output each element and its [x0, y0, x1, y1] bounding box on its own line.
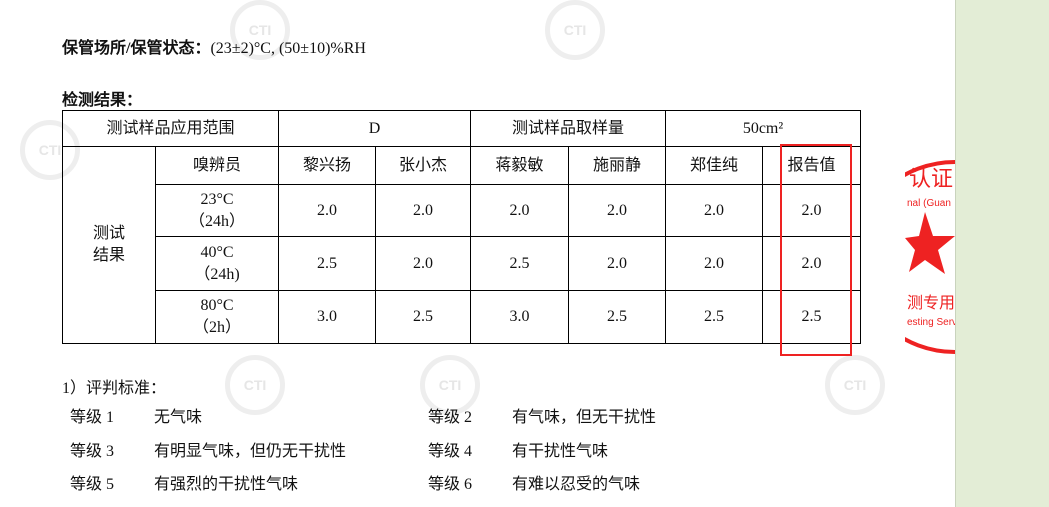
column-header: 蒋毅敏: [470, 146, 569, 185]
header-cell: 测试样品应用范围: [62, 110, 279, 147]
condition-cell: 23°C （24h）: [155, 184, 279, 237]
value-cell: 2.5: [470, 236, 569, 291]
storage-line: 保管场所/保管状态：(23±2)°C, (50±10)%RH: [62, 34, 366, 58]
watermark-logo: CTI: [225, 355, 285, 415]
grade-desc: 有难以忍受的气味: [512, 476, 641, 493]
grade-level: 等级 4: [428, 443, 473, 460]
value-cell: 2.5: [665, 290, 763, 344]
value-cell: 2.0: [375, 236, 471, 291]
value-cell: 2.0: [278, 184, 376, 237]
storage-label: 保管场所/保管状态：: [62, 40, 211, 57]
storage-value: (23±2)°C, (50±10)%RH: [210, 40, 366, 57]
column-header-row: 测试结果 嗅辨员 黎兴扬 张小杰 蒋毅敏 施丽静 郑佳纯 报告值: [62, 146, 861, 344]
report-value-cell: 2.5: [762, 290, 861, 344]
header-cell: D: [278, 110, 471, 147]
grade-desc: 有干扰性气味: [512, 443, 609, 460]
value-cell: 2.0: [568, 236, 666, 291]
condition-cell: 40°C （24h): [155, 236, 279, 291]
grade-desc: 有强烈的干扰性气味: [154, 476, 299, 493]
table-row: 40°C （24h) 2.5 2.0 2.5 2.0 2.0 2.0: [63, 236, 861, 291]
value-cell: 2.5: [278, 236, 376, 291]
criteria-title: 1）评判标准：: [62, 380, 167, 397]
watermark-logo: CTI: [230, 0, 290, 60]
grade-level: 等级 5: [70, 476, 115, 493]
watermark-logo: CTI: [545, 0, 605, 60]
grade-desc: 无气味: [154, 409, 203, 426]
value-cell: 2.0: [665, 236, 763, 291]
watermark-logo: CTI: [420, 355, 480, 415]
condition-cell: 80°C （2h）: [155, 290, 279, 344]
svg-text:esting Servic: esting Servic: [907, 317, 955, 328]
column-header: 黎兴扬: [278, 146, 376, 185]
value-cell: 3.0: [470, 290, 569, 344]
header-cell: 50cm²: [665, 110, 861, 147]
column-header: 嗅辨员: [155, 146, 279, 185]
value-cell: 2.5: [568, 290, 666, 344]
value-cell: 2.0: [665, 184, 763, 237]
report-value-cell: 2.0: [762, 184, 861, 237]
grade-desc: 有明显气味，但仍无干扰性: [154, 443, 347, 460]
table-row: 80°C （2h） 3.0 2.5 3.0 2.5 2.5 2.5: [63, 290, 861, 344]
value-cell: 2.5: [375, 290, 471, 344]
value-cell: 3.0: [278, 290, 376, 344]
value-cell: 2.0: [568, 184, 666, 237]
table-row: 23°C （24h） 2.0 2.0 2.0 2.0 2.0 2.0: [63, 184, 861, 237]
highlight-box: [780, 144, 852, 356]
stamp-icon: 认证 nal (Guan 测专用 esting Servic: [905, 160, 955, 354]
grade-level: 等级 6: [428, 476, 473, 493]
group-label: 结果: [92, 247, 125, 264]
column-header: 报告值: [762, 146, 861, 185]
value-cell: 2.0: [470, 184, 569, 237]
group-label: 测试: [92, 225, 125, 242]
column-header: 郑佳纯: [665, 146, 763, 185]
column-header: 张小杰: [375, 146, 471, 185]
watermark-logo: CTI: [825, 355, 885, 415]
header-cell: 测试样品取样量: [470, 110, 666, 147]
results-title: 检测结果：: [62, 92, 143, 109]
results-table: 测试样品应用范围 D 测试样品取样量 50cm² 测试结果 嗅辨员 黎兴扬 张小…: [62, 110, 861, 344]
official-stamp: 认证 nal (Guan 测专用 esting Servic: [905, 150, 955, 360]
grade-level: 等级 2: [428, 409, 473, 426]
grade-level: 等级 1: [70, 409, 115, 426]
side-panel: [955, 0, 1049, 507]
value-cell: 2.0: [375, 184, 471, 237]
document-page: CTI CTI CTI CTI CTI CTI 保管场所/保管状态：(23±2)…: [20, 0, 955, 493]
svg-text:测专用: 测专用: [907, 293, 955, 312]
svg-text:nal (Guan: nal (Guan: [907, 198, 951, 209]
group-label-cell: 测试 结果: [62, 146, 156, 344]
grade-level: 等级 3: [70, 443, 115, 460]
column-header: 施丽静: [568, 146, 666, 185]
svg-text:认证: 认证: [909, 167, 953, 192]
table-header-row: 测试样品应用范围 D 测试样品取样量 50cm²: [62, 110, 861, 147]
grade-desc: 有气味，但无干扰性: [512, 409, 657, 426]
